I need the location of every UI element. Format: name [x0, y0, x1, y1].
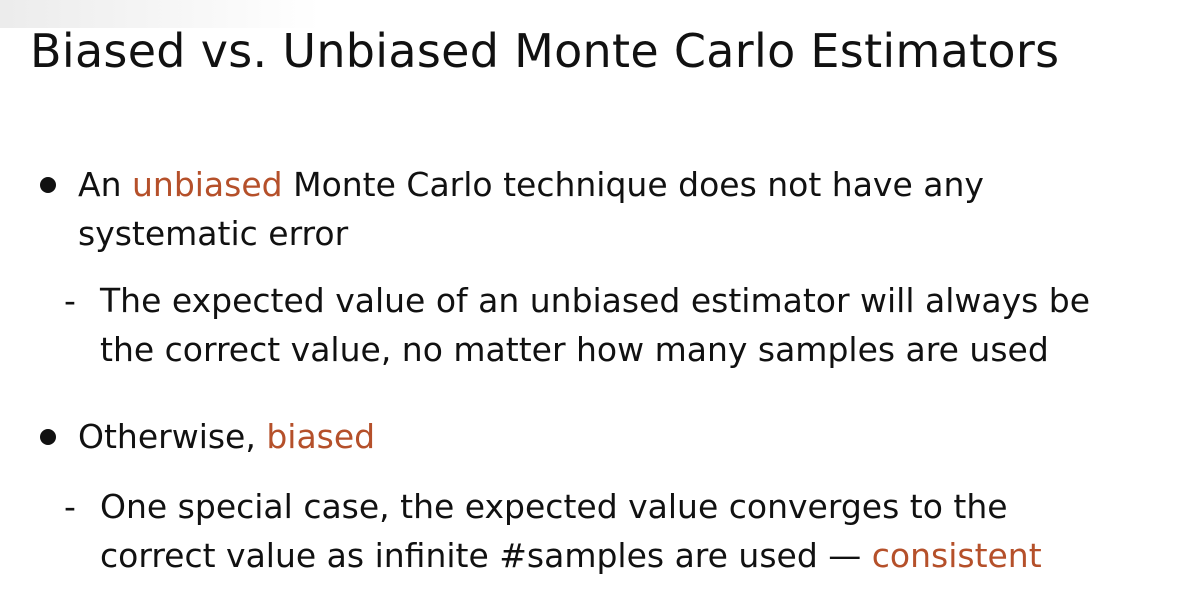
bullet-text: An unbiased Monte Carlo technique does n…	[78, 160, 984, 258]
bullet-line-1: An unbiased Monte Carlo technique does n…	[78, 160, 984, 209]
sub-bullet-line-1: One special case, the expected value con…	[100, 487, 1008, 526]
sub-bullet-line-2: correct value as infinite #samples are u…	[100, 531, 1042, 580]
sub-bullet-line-2-pre: correct value as infinite #samples are u…	[100, 536, 872, 575]
bullet-line-1: Otherwise, biased	[78, 412, 375, 461]
bullet-post-text: Monte Carlo technique does not have any	[282, 165, 984, 204]
highlight-unbiased: unbiased	[131, 165, 283, 204]
highlight-biased: biased	[266, 417, 376, 456]
bullet-pre-text: An	[78, 165, 132, 204]
sub-bullet-dash: -	[64, 487, 76, 526]
highlight-consistent: consistent	[871, 536, 1042, 575]
sub-bullet-text: The expected value of an unbiased estima…	[100, 276, 1090, 374]
sub-bullet-line-1: The expected value of an unbiased estima…	[100, 281, 1091, 320]
sub-bullet-line-2: the correct value, no matter how many sa…	[100, 330, 1049, 369]
sub-bullet-text: One special case, the expected value con…	[100, 482, 1042, 580]
bullet-line-2: systematic error	[78, 214, 349, 253]
bullet-dot	[40, 429, 56, 445]
bullet-pre-text: Otherwise,	[78, 417, 267, 456]
bullet-biased: Otherwise, biased	[40, 412, 375, 461]
sub-bullet-consistent: - One special case, the expected value c…	[64, 482, 1042, 580]
slide-title: Biased vs. Unbiased Monte Carlo Estimato…	[30, 24, 1060, 78]
sub-bullet-expected-value: - The expected value of an unbiased esti…	[64, 276, 1090, 374]
bullet-text: Otherwise, biased	[78, 412, 375, 461]
bullet-dot	[40, 177, 56, 193]
bullet-unbiased: An unbiased Monte Carlo technique does n…	[40, 160, 984, 258]
sub-bullet-dash: -	[64, 281, 76, 320]
video-watermark	[0, 0, 320, 28]
